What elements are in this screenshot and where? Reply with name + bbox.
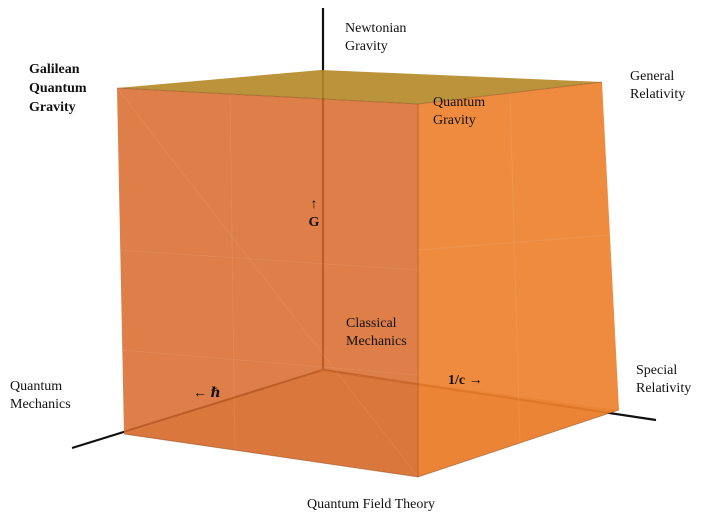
cube-grid-lines <box>116 87 611 478</box>
cube-top-face <box>117 70 602 104</box>
cube-right-face <box>418 82 619 477</box>
quantum-field-theory-label: Quantum Field Theory <box>307 497 436 512</box>
galilean-quantum-gravity-label: Galilean Quantum Gravity <box>29 62 87 115</box>
g-axis-label: ↑ G <box>308 197 320 230</box>
hbar-axis-label: ← ℏ <box>193 386 221 401</box>
classical-mechanics-label: Classical Mechanics <box>346 316 407 349</box>
cube-edges <box>116 81 620 478</box>
general-relativity-label: General Relativity <box>630 69 686 102</box>
quantum-gravity-label: Quantum Gravity <box>433 95 486 128</box>
cube-left-face <box>117 88 418 477</box>
quantum-mechanics-label: Quantum Mechanics <box>10 379 71 412</box>
special-relativity-label: Special Relativity <box>636 363 692 396</box>
inverse-c-axis-label: 1/c → <box>448 373 483 388</box>
newtonian-gravity-label: Newtonian Gravity <box>345 21 407 54</box>
